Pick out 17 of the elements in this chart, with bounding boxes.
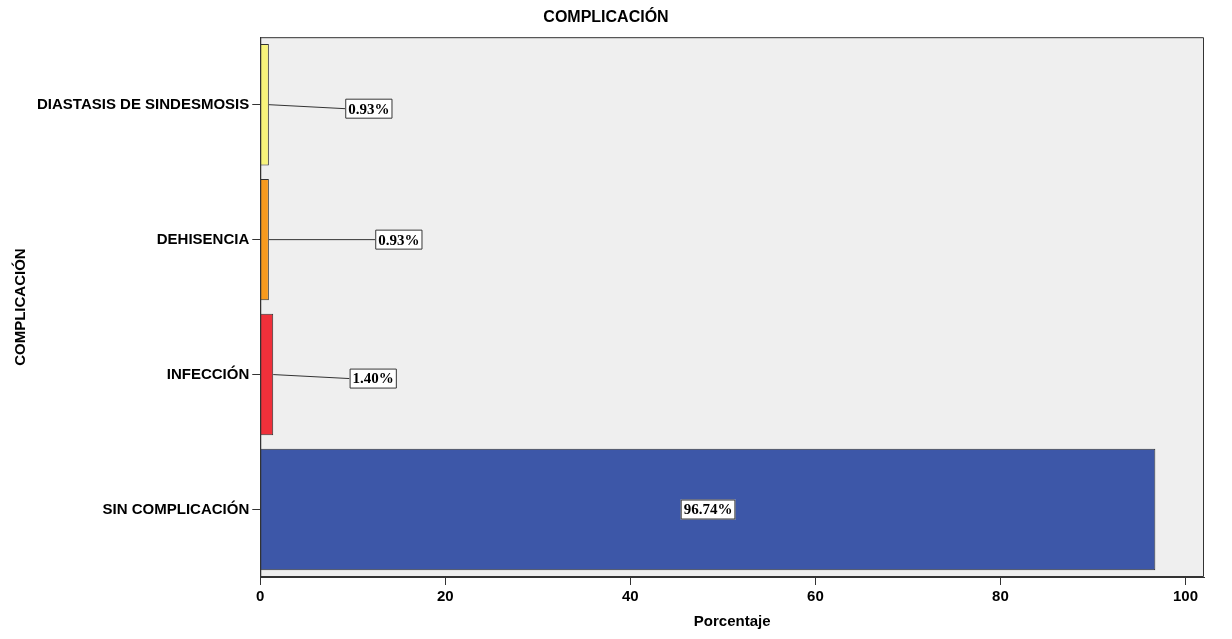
y-axis-title: COMPLICACIÓN bbox=[11, 248, 29, 366]
chart-title: COMPLICACIÓN bbox=[543, 7, 669, 26]
y-tick-label: DEHISENCIA bbox=[156, 229, 250, 247]
y-tick-label: INFECCIÓN bbox=[166, 364, 250, 382]
x-tick-label: 100 bbox=[1172, 587, 1199, 605]
data-label: 0.93% bbox=[378, 231, 420, 248]
x-tick-label: 80 bbox=[992, 587, 1009, 605]
x-tick-label: 40 bbox=[622, 587, 639, 605]
data-label: 0.93% bbox=[348, 100, 390, 117]
data-label: 1.40% bbox=[352, 370, 394, 387]
x-tick-label: 20 bbox=[436, 587, 454, 605]
x-axis-title: Porcentaje bbox=[693, 612, 771, 630]
x-tick-label: 60 bbox=[807, 587, 824, 605]
x-tick-label: 0 bbox=[256, 587, 265, 605]
y-tick-label: DIASTASIS DE SINDESMOSIS bbox=[36, 94, 250, 112]
y-tick-label: SIN COMPLICACIÓN bbox=[102, 499, 250, 517]
data-label: 96.74% bbox=[683, 501, 733, 518]
